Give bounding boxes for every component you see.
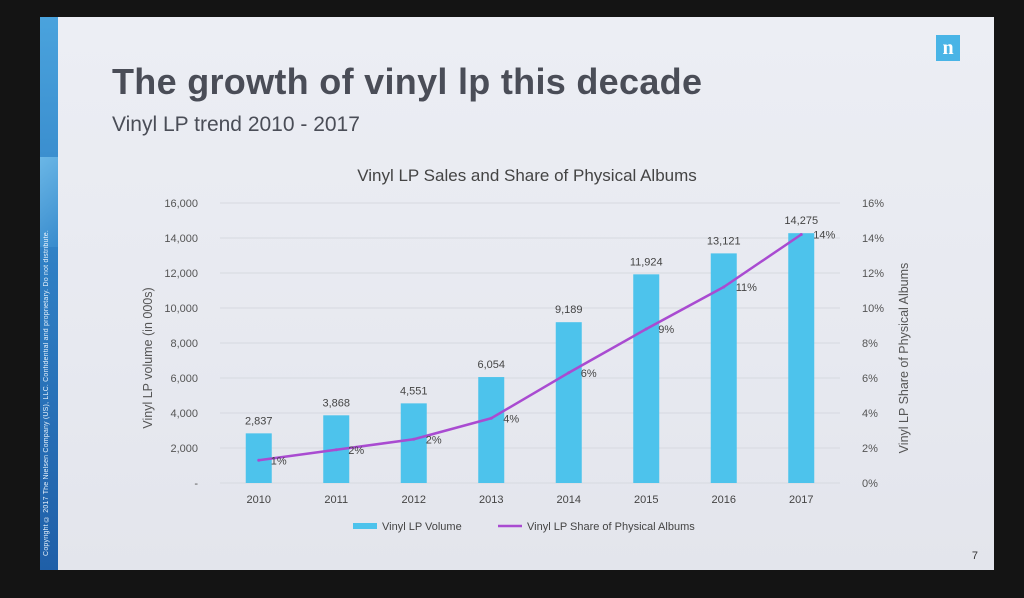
y2-tick-label: 8% bbox=[862, 338, 878, 350]
y2-tick-label: 16% bbox=[862, 198, 884, 210]
bar bbox=[555, 322, 582, 483]
legend: Vinyl LP Volume Vinyl LP Share of Physic… bbox=[353, 521, 695, 533]
bar-data-label: 3,868 bbox=[322, 397, 350, 409]
bar-data-label: 14,275 bbox=[784, 215, 818, 227]
bar bbox=[788, 233, 815, 483]
line-data-label: 2% bbox=[348, 445, 364, 457]
y2-axis-label: Vinyl LP Share of Physical Albums bbox=[897, 263, 911, 454]
y-tick-label: 14,000 bbox=[164, 233, 198, 245]
x-tick-label: 2012 bbox=[402, 494, 426, 506]
bar bbox=[633, 274, 660, 483]
line-data-label: 2% bbox=[426, 434, 442, 446]
line-point bbox=[799, 233, 803, 236]
bar bbox=[478, 377, 505, 483]
y-tick-label: 8,000 bbox=[170, 338, 198, 350]
line-data-label: 11% bbox=[736, 282, 757, 294]
line-data-label: 6% bbox=[581, 368, 597, 380]
line-point bbox=[644, 327, 648, 331]
chart: Vinyl LP Sales and Share of Physical Alb… bbox=[141, 166, 911, 533]
page-number: 7 bbox=[971, 550, 978, 562]
bar-data-label: 4,551 bbox=[400, 385, 428, 397]
line-data-label: 4% bbox=[503, 413, 519, 425]
line-point bbox=[489, 416, 493, 420]
legend-label-share: Vinyl LP Share of Physical Albums bbox=[527, 521, 695, 533]
nielsen-logo-icon: n bbox=[936, 35, 960, 61]
y2-tick-label: 12% bbox=[862, 268, 884, 280]
y-tick-label: 6,000 bbox=[170, 373, 198, 385]
slide-title: The growth of vinyl lp this decade bbox=[112, 61, 703, 102]
bar-data-label: 6,054 bbox=[477, 359, 505, 371]
x-tick-label: 2017 bbox=[789, 494, 813, 506]
y2-tick-label: 0% bbox=[862, 478, 878, 490]
chart-title: Vinyl LP Sales and Share of Physical Alb… bbox=[357, 166, 697, 185]
y-tick-label: 4,000 bbox=[170, 408, 198, 420]
line-point bbox=[412, 437, 416, 441]
bar-data-label: 2,837 bbox=[245, 415, 273, 427]
y-tick-label: - bbox=[194, 478, 198, 490]
x-tick-label: 2015 bbox=[634, 494, 658, 506]
bar-data-label: 11,924 bbox=[630, 256, 663, 268]
bar bbox=[400, 403, 427, 483]
line-point bbox=[722, 285, 726, 289]
y2-tick-label: 2% bbox=[862, 443, 878, 455]
slide: Copyright © 2017 The Nielsen Company (US… bbox=[40, 17, 994, 570]
y2-tick-label: 6% bbox=[862, 373, 878, 385]
side-strip: Copyright © 2017 The Nielsen Company (US… bbox=[40, 17, 58, 570]
y2-tick-label: 10% bbox=[862, 303, 884, 315]
line-point bbox=[334, 448, 338, 452]
line-point bbox=[257, 458, 261, 462]
x-tick-label: 2016 bbox=[712, 494, 736, 506]
line-data-label: 1% bbox=[271, 455, 287, 467]
legend-label-volume: Vinyl LP Volume bbox=[382, 521, 462, 533]
y-axis-label: Vinyl LP volume (in 000s) bbox=[141, 287, 155, 428]
line-data-label: 14% bbox=[813, 230, 835, 242]
bar-data-label: 13,121 bbox=[707, 235, 741, 247]
x-tick-label: 2010 bbox=[247, 494, 271, 506]
line-data-label: 9% bbox=[658, 324, 674, 336]
x-tick-label: 2011 bbox=[324, 494, 348, 506]
legend-swatch-volume bbox=[353, 523, 377, 529]
slide-subtitle: Vinyl LP trend 2010 - 2017 bbox=[112, 113, 360, 136]
share-line bbox=[258, 233, 802, 462]
bar-data-label: 9,189 bbox=[555, 304, 583, 316]
y2-tick-label: 14% bbox=[862, 233, 884, 245]
line-point bbox=[567, 371, 571, 375]
x-tick-label: 2013 bbox=[479, 494, 503, 506]
y-tick-label: 16,000 bbox=[164, 198, 198, 210]
y2-tick-label: 4% bbox=[862, 408, 878, 420]
y-tick-label: 2,000 bbox=[170, 443, 198, 455]
y-tick-label: 10,000 bbox=[164, 303, 198, 315]
y-tick-label: 12,000 bbox=[164, 268, 198, 280]
x-tick-label: 2014 bbox=[557, 494, 581, 506]
